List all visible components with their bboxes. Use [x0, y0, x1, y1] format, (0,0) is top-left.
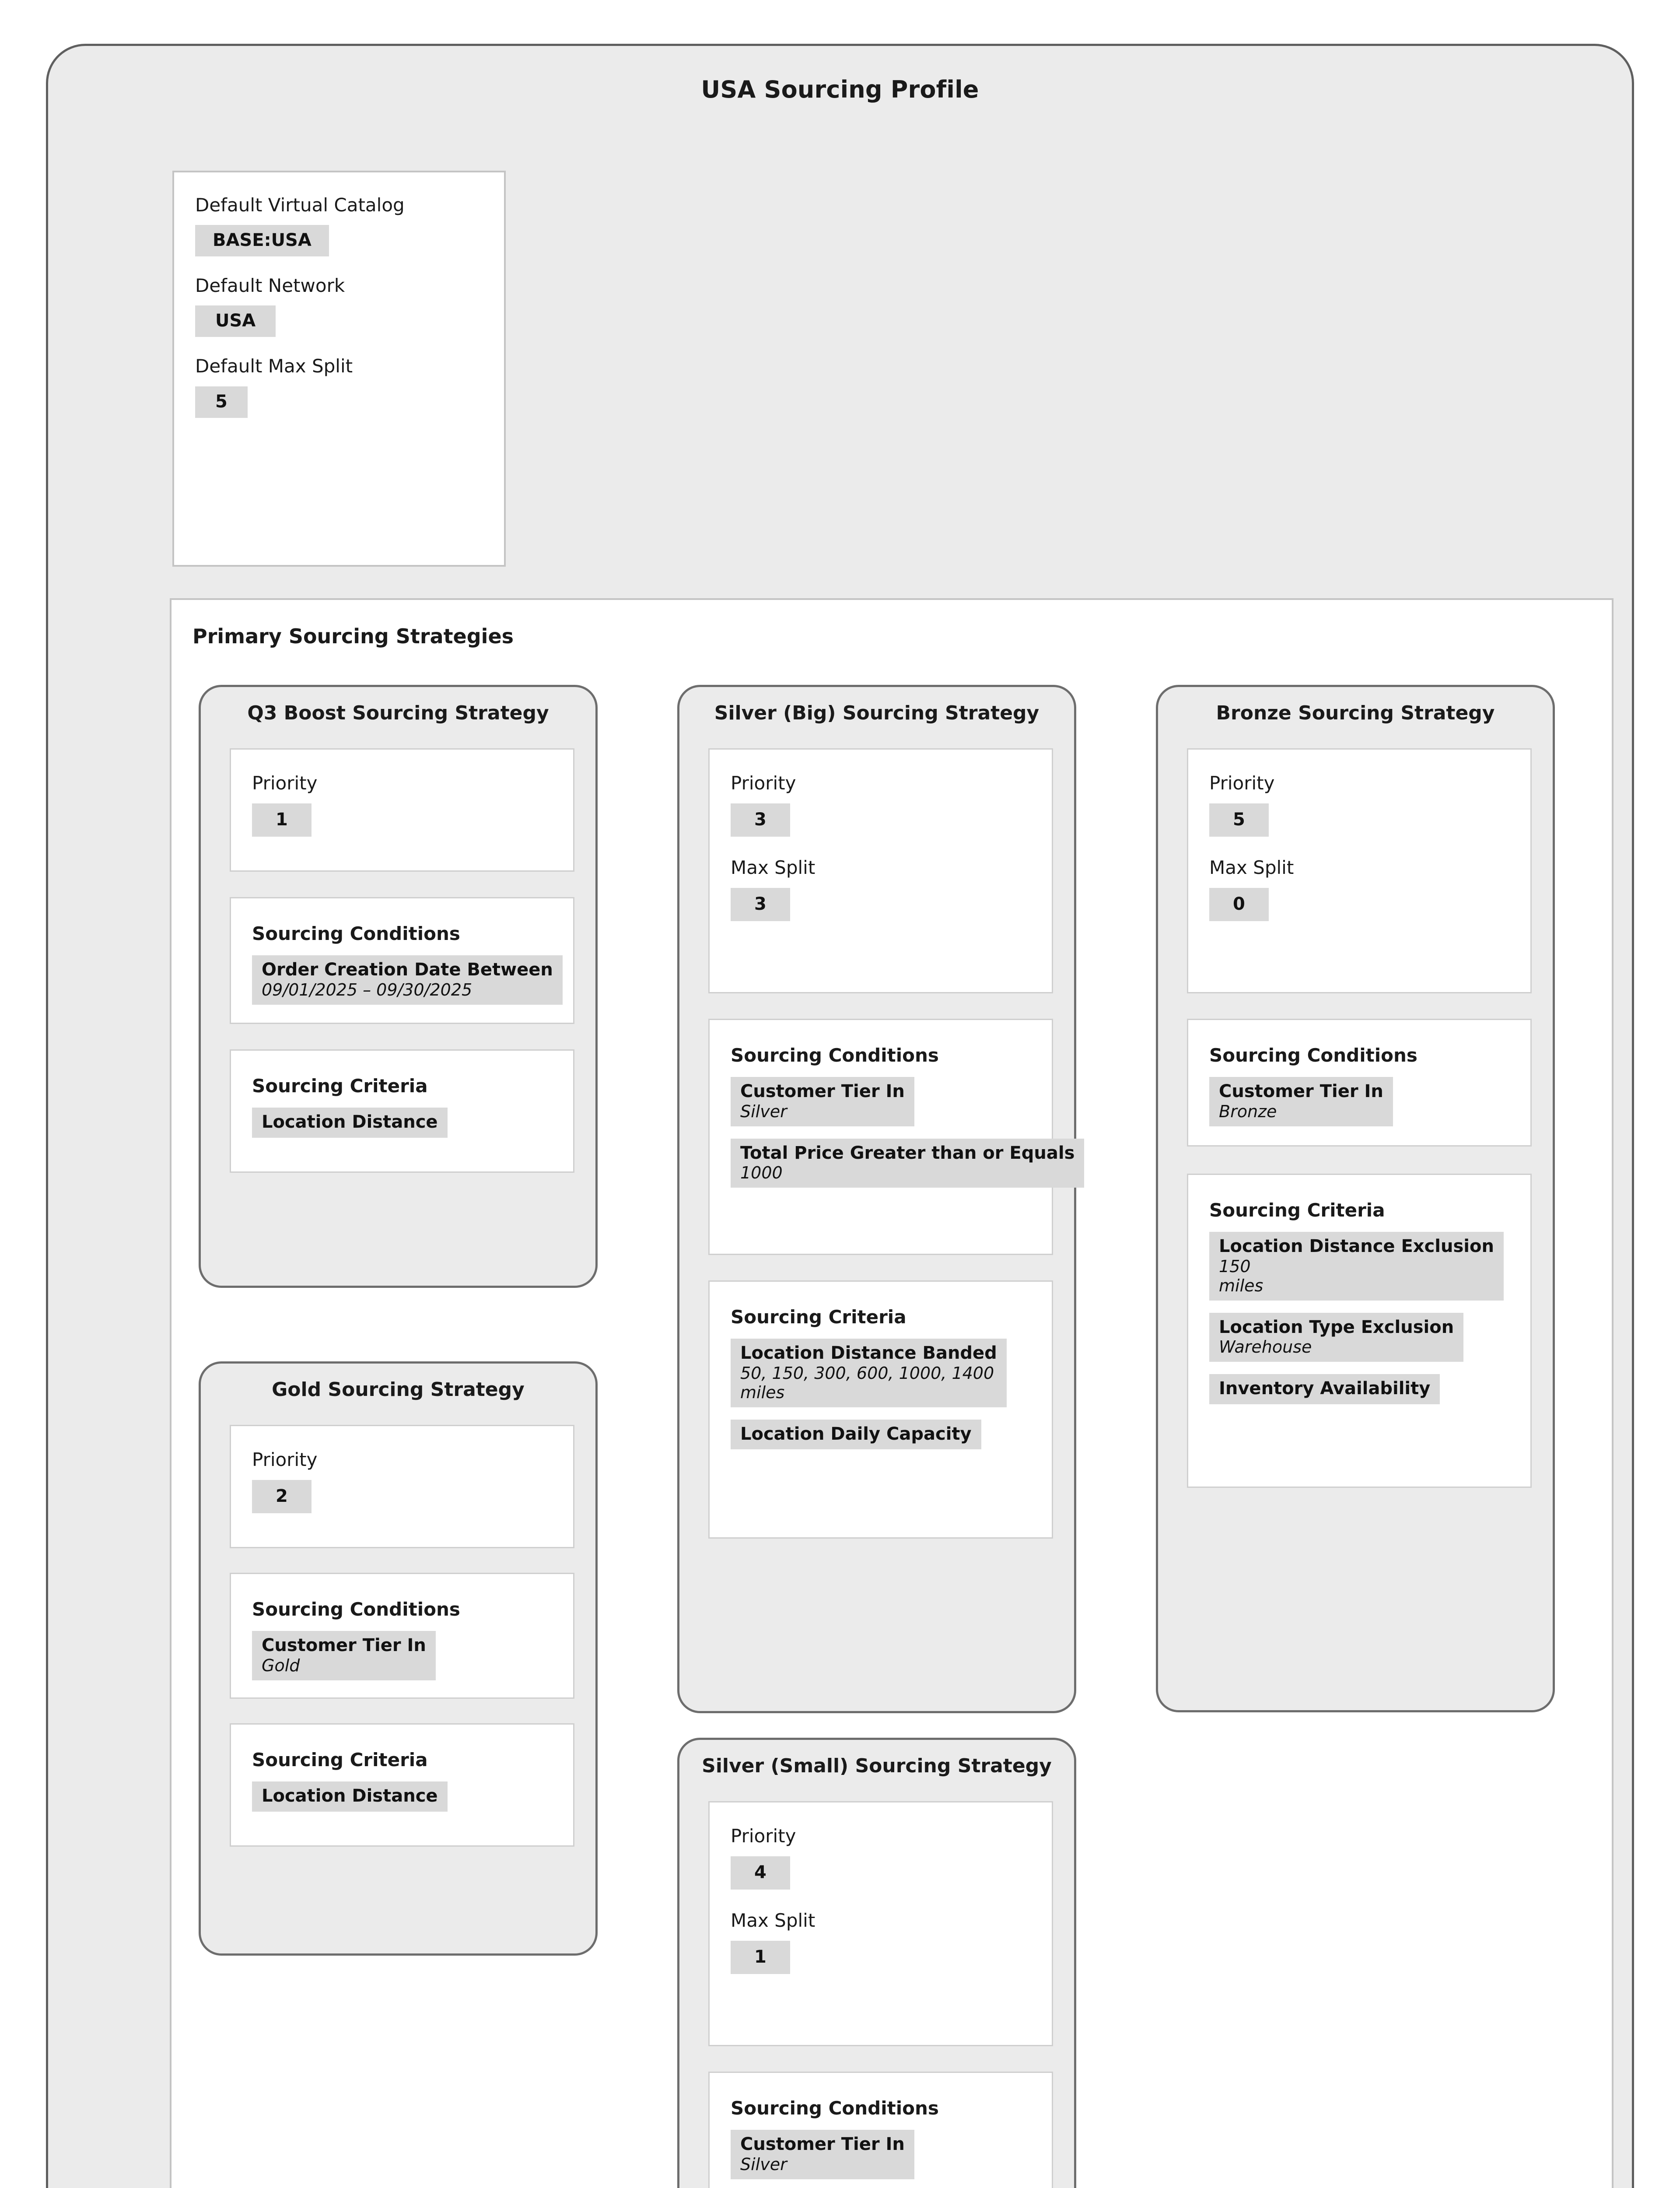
- priority-value: 4: [731, 1856, 790, 1890]
- criteria-unit: miles: [740, 1382, 785, 1402]
- condition-value: Bronze: [1219, 1101, 1277, 1121]
- sourcing-criteria-title: Sourcing Criteria: [252, 1075, 428, 1097]
- max-split-value: 3: [731, 888, 790, 921]
- priority-value: 1: [252, 803, 312, 837]
- max-split-label: Max Split: [1209, 857, 1294, 878]
- sourcing-profile-container: USA Sourcing Profile Default Virtual Cat…: [46, 44, 1634, 2188]
- criteria-value: 150: [1219, 1256, 1251, 1276]
- criteria-unit: miles: [1219, 1276, 1264, 1295]
- strategy-attributes-box: Priority 3 Max Split 3: [708, 748, 1053, 993]
- criteria-title: Location Type Exclusion: [1219, 1317, 1454, 1337]
- condition-item[interactable]: Customer Tier In Gold: [252, 1631, 436, 1680]
- sourcing-conditions-box: Sourcing Conditions Customer Tier In Sil…: [708, 1019, 1085, 1255]
- max-split-label: Max Split: [731, 857, 816, 878]
- strategy-attributes-box: Priority 5 Max Split 0: [1187, 748, 1532, 993]
- default-virtual-catalog-value: BASE:USA: [195, 225, 329, 257]
- condition-value: 09/01/2025 – 09/30/2025: [262, 980, 472, 999]
- strategy-attributes-box: Priority 1: [230, 748, 574, 872]
- criteria-title: Inventory Availability: [1219, 1378, 1431, 1399]
- max-split-value: 0: [1209, 888, 1269, 921]
- condition-title: Order Creation Date Between: [262, 960, 553, 980]
- priority-value: 5: [1209, 803, 1269, 837]
- max-split-label: Max Split: [731, 1910, 816, 1931]
- sourcing-criteria-box: Sourcing Criteria Location Distance: [230, 1049, 574, 1173]
- strategy-name: Bronze Sourcing Strategy: [1216, 702, 1495, 724]
- criteria-item[interactable]: Location Distance Exclusion 150 miles: [1209, 1232, 1504, 1301]
- condition-item[interactable]: Total Price Greater than or Equals 1000: [731, 1138, 1085, 1188]
- default-virtual-catalog-label: Default Virtual Catalog: [195, 194, 405, 216]
- condition-value: 1000: [740, 1163, 783, 1183]
- criteria-item[interactable]: Location Daily Capacity: [731, 1419, 981, 1450]
- condition-title: Customer Tier In: [740, 2134, 905, 2155]
- strategy-attributes-box: Priority 2: [230, 1425, 574, 1548]
- condition-title: Customer Tier In: [1219, 1081, 1383, 1102]
- criteria-title: Location Distance Banded: [740, 1343, 997, 1364]
- criteria-value: Warehouse: [1219, 1337, 1312, 1357]
- strategy-card-silver-small[interactable]: Silver (Small) Sourcing Strategy Priorit…: [677, 1738, 1076, 2188]
- criteria-title: Location Daily Capacity: [740, 1424, 972, 1444]
- max-split-value: 1: [731, 1941, 790, 1974]
- priority-label: Priority: [731, 772, 796, 794]
- primary-sourcing-strategies-heading: Primary Sourcing Strategies: [192, 624, 514, 648]
- condition-item[interactable]: Order Creation Date Between 09/01/2025 –…: [252, 955, 563, 1005]
- default-max-split-value: 5: [195, 386, 248, 418]
- criteria-value: 50, 150, 300, 600, 1000, 1400: [740, 1363, 994, 1383]
- strategy-card-gold[interactable]: Gold Sourcing Strategy Priority 2 Sourci…: [199, 1361, 598, 1956]
- sourcing-conditions-title: Sourcing Conditions: [1209, 1045, 1418, 1066]
- criteria-item[interactable]: Location Distance: [252, 1108, 448, 1138]
- condition-value: Silver: [740, 2154, 787, 2174]
- criteria-item[interactable]: Inventory Availability: [1209, 1374, 1440, 1404]
- profile-defaults-panel: Default Virtual Catalog BASE:USA Default…: [172, 171, 506, 567]
- sourcing-conditions-title: Sourcing Conditions: [731, 1045, 939, 1066]
- page-title: USA Sourcing Profile: [701, 76, 979, 103]
- sourcing-conditions-box: Sourcing Conditions Order Creation Date …: [230, 897, 574, 1024]
- condition-title: Customer Tier In: [262, 1635, 426, 1656]
- strategy-name: Silver (Big) Sourcing Strategy: [714, 702, 1040, 724]
- strategy-name: Gold Sourcing Strategy: [272, 1378, 525, 1401]
- condition-item[interactable]: Customer Tier In Silver: [731, 1077, 914, 1126]
- sourcing-conditions-box: Sourcing Conditions Customer Tier In Sil…: [708, 2072, 1053, 2188]
- sourcing-criteria-box: Sourcing Criteria Location Distance Band…: [708, 1280, 1053, 1539]
- strategy-card-q3-boost[interactable]: Q3 Boost Sourcing Strategy Priority 1 So…: [199, 685, 598, 1288]
- condition-title: Customer Tier In: [740, 1081, 905, 1102]
- sourcing-criteria-title: Sourcing Criteria: [252, 1749, 428, 1771]
- criteria-title: Location Distance: [262, 1112, 438, 1133]
- default-max-split-label: Default Max Split: [195, 355, 353, 377]
- priority-label: Priority: [1209, 772, 1275, 794]
- sourcing-criteria-title: Sourcing Criteria: [731, 1306, 906, 1328]
- priority-label: Priority: [252, 1449, 318, 1470]
- criteria-item[interactable]: Location Distance Banded 50, 150, 300, 6…: [731, 1339, 1007, 1407]
- sourcing-criteria-box: Sourcing Criteria Location Distance: [230, 1723, 574, 1847]
- sourcing-conditions-box: Sourcing Conditions Customer Tier In Bro…: [1187, 1019, 1532, 1147]
- primary-sourcing-strategies-panel: Primary Sourcing Strategies Q3 Boost Sou…: [170, 598, 1614, 2188]
- sourcing-criteria-box: Sourcing Criteria Location Distance Excl…: [1187, 1174, 1532, 1488]
- condition-item[interactable]: Customer Tier In Silver: [731, 2130, 914, 2179]
- criteria-title: Location Distance Exclusion: [1219, 1236, 1494, 1257]
- condition-title: Total Price Greater than or Equals: [740, 1143, 1075, 1163]
- sourcing-conditions-title: Sourcing Conditions: [252, 923, 460, 944]
- priority-value: 2: [252, 1480, 312, 1513]
- criteria-title: Location Distance: [262, 1786, 438, 1806]
- priority-label: Priority: [731, 1825, 796, 1847]
- criteria-item[interactable]: Location Type Exclusion Warehouse: [1209, 1312, 1464, 1362]
- default-network-label: Default Network: [195, 275, 345, 297]
- condition-item[interactable]: Customer Tier In Bronze: [1209, 1077, 1393, 1126]
- sourcing-conditions-box: Sourcing Conditions Customer Tier In Gol…: [230, 1573, 574, 1699]
- condition-value: Silver: [740, 1101, 787, 1121]
- strategy-attributes-box: Priority 4 Max Split 1: [708, 1801, 1053, 2046]
- sourcing-conditions-title: Sourcing Conditions: [252, 1599, 460, 1620]
- strategy-name: Q3 Boost Sourcing Strategy: [247, 702, 549, 724]
- strategy-card-bronze[interactable]: Bronze Sourcing Strategy Priority 5 Max …: [1156, 685, 1555, 1712]
- priority-value: 3: [731, 803, 790, 837]
- priority-label: Priority: [252, 772, 318, 794]
- sourcing-criteria-title: Sourcing Criteria: [1209, 1199, 1385, 1221]
- condition-value: Gold: [262, 1655, 300, 1675]
- sourcing-conditions-title: Sourcing Conditions: [731, 2097, 939, 2119]
- strategy-name: Silver (Small) Sourcing Strategy: [702, 1755, 1052, 1777]
- criteria-item[interactable]: Location Distance: [252, 1781, 448, 1812]
- strategy-card-silver-big[interactable]: Silver (Big) Sourcing Strategy Priority …: [677, 685, 1085, 1713]
- default-network-value: USA: [195, 305, 276, 337]
